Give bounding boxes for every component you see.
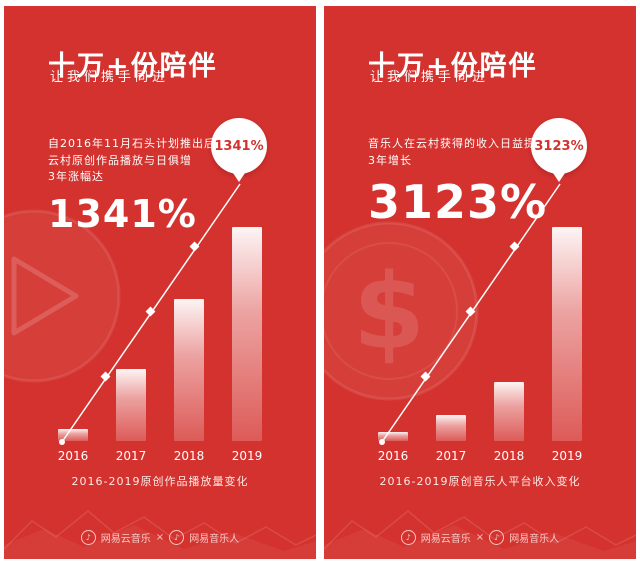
footer-brand-left: 网易云音乐: [100, 534, 151, 545]
balloon-marker: 1341%: [211, 118, 267, 174]
bar-2018: [494, 382, 524, 441]
balloon-label: 3123%: [534, 138, 584, 154]
x-tick-label: 2018: [493, 449, 525, 463]
bar-2019: [232, 227, 262, 441]
footer-brand-left: 网易云音乐: [420, 534, 471, 545]
footer-brand-right: 网易音乐人: [509, 534, 560, 545]
description-line: 音乐人在云村获得的收入日益提升: [368, 137, 548, 150]
description-line: 3年涨幅达: [48, 170, 104, 183]
footer-separator: ×: [155, 532, 165, 543]
footer-separator: ×: [475, 532, 485, 543]
x-tick-label: 2017: [115, 449, 147, 463]
balloon-label: 1341%: [214, 138, 264, 154]
bar-2017: [116, 369, 146, 441]
mountains-decoration-icon: [324, 510, 636, 559]
bar-column-2018: 2018: [170, 299, 208, 463]
bar-2018: [174, 299, 204, 441]
footer-logos: ♪ 网易云音乐 × ♪ 网易音乐人: [324, 530, 636, 545]
footer-brand-right: 网易音乐人: [189, 534, 240, 545]
bar-2017: [436, 415, 466, 441]
description-block: 自2016年11月石头计划推出后 云村原创作品播放与日俱增 3年涨幅达 1341…: [48, 136, 216, 236]
poster-title: 十万+份陪伴: [368, 51, 538, 83]
poster-subtitle: 让我们携手同进: [370, 70, 490, 85]
bar-chart-plays: 2016 2017 2018 2019: [54, 223, 266, 463]
growth-percentage: 1341%: [48, 191, 197, 236]
footer-logos: ♪ 网易云音乐 × ♪ 网易音乐人: [4, 530, 316, 545]
mountains-decoration-icon: [4, 510, 316, 559]
x-tick-label: 2018: [173, 449, 205, 463]
bar-column-2017: 2017: [432, 415, 470, 463]
chart-caption: 2016-2019原创音乐人平台收入变化: [379, 475, 581, 488]
x-tick-label: 2017: [435, 449, 467, 463]
balloon-marker: 3123%: [531, 118, 587, 174]
bar-column-2019: 2019: [548, 227, 586, 463]
growth-percentage: 3123%: [368, 175, 548, 229]
description-block: 音乐人在云村获得的收入日益提升 3年增长 3123%: [368, 136, 548, 229]
poster-plays-panel: 十万+份陪伴 让我们携手同进 自2016年11月石头计划推出后 云村原创作品播放…: [4, 6, 316, 559]
description-line: 云村原创作品播放与日俱增: [48, 153, 192, 167]
netease-musician-logo-icon: ♪: [169, 530, 185, 545]
x-tick-label: 2016: [377, 449, 409, 463]
netease-cloud-music-logo-icon: ♪: [80, 530, 96, 545]
x-tick-label: 2019: [231, 449, 263, 463]
bar-2016: [378, 432, 408, 441]
bar-column-2019: 2019: [228, 227, 266, 463]
description-line: 自2016年11月石头计划推出后: [48, 137, 216, 150]
poster-income-panel: $ 十万+份陪伴 让我们携手同进 音乐人在云村获得的收入日益提升 3年增长 31…: [324, 6, 636, 559]
bar-column-2016: 2016: [54, 429, 92, 463]
netease-musician-logo-icon: ♪: [489, 530, 505, 545]
bar-column-2017: 2017: [112, 369, 150, 463]
poster-subtitle: 让我们携手同进: [50, 70, 170, 85]
bar-2016: [58, 429, 88, 441]
x-tick-label: 2019: [551, 449, 583, 463]
description-line: 3年增长: [368, 153, 412, 167]
chart-caption: 2016-2019原创作品播放量变化: [71, 475, 249, 488]
bar-column-2018: 2018: [490, 382, 528, 463]
bar-2019: [552, 227, 582, 441]
bar-chart-income: 2016 2017 2018 2019: [374, 223, 586, 463]
poster-title: 十万+份陪伴: [48, 51, 218, 83]
bar-column-2016: 2016: [374, 432, 412, 463]
x-tick-label: 2016: [57, 449, 89, 463]
netease-cloud-music-logo-icon: ♪: [400, 530, 416, 545]
